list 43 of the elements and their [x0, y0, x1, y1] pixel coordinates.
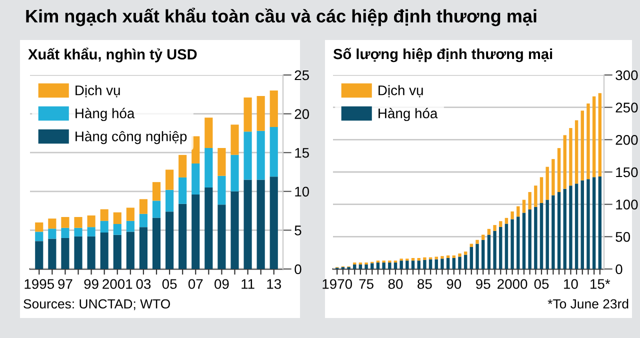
- y-tick-label: 300: [616, 70, 638, 80]
- y-tick-label: 150: [616, 167, 638, 178]
- x-tick-label: 13: [267, 279, 281, 289]
- x-tick-label: 1970: [322, 279, 352, 289]
- y-tick-label: 20: [294, 109, 310, 119]
- chart-subtitle: Xuất khẩu, nghìn tỷ USD: [28, 48, 197, 62]
- y-tick-label: 10: [295, 186, 310, 197]
- x-tick-label: 03: [136, 279, 151, 289]
- x-tick-label: 95: [476, 279, 490, 289]
- chart-title: Kim ngạch xuất khẩu toàn cầu và các hiệp định thương mại: [26, 8, 536, 26]
- text: *To June 23rd: [548, 298, 628, 309]
- x-tick-label: 11: [242, 279, 254, 289]
- y-tick-label: 0: [294, 264, 302, 274]
- chart-subtitle: Số lượng hiệp định thương mại: [333, 48, 552, 62]
- x-tick-label: 80: [388, 279, 403, 289]
- legend-label: Dịch vụ: [76, 85, 120, 98]
- x-tick-label: 99: [84, 279, 98, 289]
- x-tick-label: 05: [162, 279, 177, 289]
- legend-label: Hàng hóa: [378, 108, 438, 122]
- x-tick-label: 09: [214, 279, 229, 289]
- x-tick-label: 2000: [498, 279, 528, 289]
- x-tick-label: 05: [534, 279, 549, 289]
- x-tick-label: 1995: [24, 279, 54, 289]
- y-tick-label: 15: [295, 148, 309, 158]
- legend-label: Hàng công nghiệp: [76, 130, 187, 144]
- y-tick-label: 250: [616, 102, 638, 113]
- y-tick-label: 25: [294, 70, 309, 80]
- x-tick-label: 10: [564, 279, 578, 289]
- legend-label: Dịch vụ: [378, 85, 423, 98]
- y-tick-label: 5: [294, 226, 302, 236]
- y-tick-label: 100: [616, 200, 638, 210]
- legend-label: Hàng hóa: [76, 108, 135, 122]
- x-tick-label: 2001: [102, 279, 132, 289]
- x-tick-label: 07: [188, 279, 203, 289]
- y-tick-label: 200: [616, 135, 638, 145]
- x-tick-label: 75: [359, 279, 374, 289]
- x-tick-label: 15*: [590, 279, 610, 289]
- y-tick-label: 0: [616, 264, 622, 274]
- x-tick-label: 85: [418, 279, 432, 289]
- source-note: Sources: UNCTAD; WTO: [24, 299, 170, 310]
- x-tick-label: 97: [58, 279, 72, 289]
- y-tick-label: 50: [616, 232, 630, 242]
- x-tick-label: 90: [446, 279, 462, 289]
